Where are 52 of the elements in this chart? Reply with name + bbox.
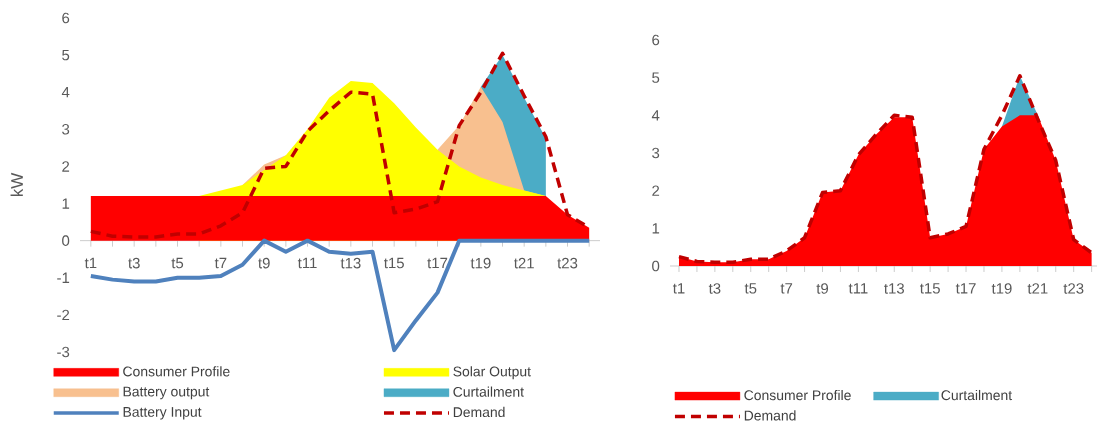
legend-label: Battery Input	[123, 407, 202, 420]
x-tick-label: t13	[884, 283, 905, 294]
y-tick-label: 4	[61, 87, 70, 98]
legend-label: Demand	[744, 410, 796, 421]
x-tick-label: t11	[297, 257, 317, 269]
x-tick-label: t11	[848, 283, 868, 294]
x-tick-label: t1	[672, 283, 685, 294]
x-tick-label: t9	[816, 283, 829, 294]
y-tick-label: 3	[652, 147, 660, 159]
x-tick-label: t21	[514, 257, 534, 269]
y-tick-label: 1	[62, 198, 70, 209]
x-tick-label: t5	[744, 283, 757, 294]
x-tick-label: t7	[780, 283, 793, 294]
legend-label: Curtailment	[453, 386, 524, 397]
x-tick-label: t13	[340, 257, 361, 269]
y-tick-label: 6	[652, 34, 660, 46]
y-axis-title: kW	[10, 172, 23, 197]
x-tick-label: t17	[427, 257, 448, 269]
legend-label: Curtailment	[941, 389, 1013, 401]
y-tick-label: 6	[62, 12, 70, 24]
x-tick-label: t15	[919, 283, 940, 294]
x-tick-label: t7	[214, 257, 227, 269]
y-tick-label: -1	[57, 272, 70, 283]
y-tick-label: -2	[57, 309, 70, 321]
y-tick-label: 0	[62, 235, 70, 246]
x-tick-label: t19	[991, 283, 1012, 294]
legend-label: Battery output	[123, 386, 210, 400]
x-tick-label: t21	[1027, 283, 1048, 294]
legend-label: Consumer Profile	[123, 366, 230, 377]
x-tick-label: t15	[384, 257, 404, 269]
x-tick-label: t23	[1063, 283, 1084, 294]
y-tick-label: 0	[652, 260, 660, 272]
x-tick-label: t17	[955, 283, 976, 294]
x-tick-label: t19	[470, 257, 491, 269]
x-tick-label: t9	[258, 257, 270, 269]
x-tick-label: t23	[557, 257, 578, 269]
y-tick-label: 3	[62, 124, 70, 135]
x-tick-label: t3	[128, 257, 140, 269]
legend-label: Consumer Profile	[744, 389, 851, 401]
y-tick-label: 4	[651, 110, 660, 121]
x-tick-label: t3	[708, 283, 721, 294]
x-tick-label: t1	[84, 257, 97, 269]
y-tick-label: 2	[62, 161, 70, 172]
legend-label: Demand	[453, 406, 505, 418]
y-tick-label: 1	[652, 223, 660, 234]
x-tick-label: t5	[171, 257, 184, 269]
y-tick-label: -3	[57, 346, 70, 358]
legend-label: Solar Output	[453, 366, 531, 380]
y-tick-label: 5	[652, 72, 660, 83]
y-tick-label: 5	[62, 49, 70, 61]
y-tick-label: 2	[652, 185, 660, 196]
line-series	[677, 74, 1094, 264]
